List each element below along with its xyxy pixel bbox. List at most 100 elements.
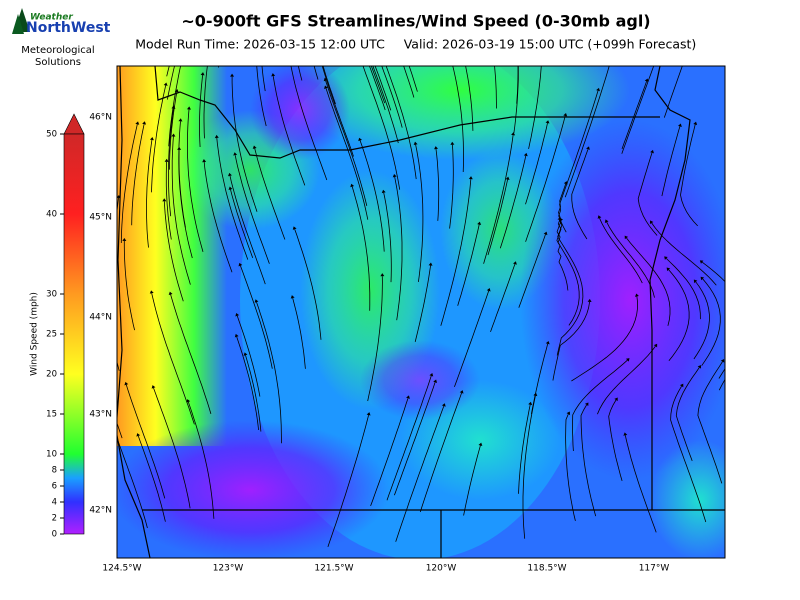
- colorbar-tick-label: 20: [46, 370, 57, 380]
- streamline-arrow: [433, 379, 438, 383]
- streamline: [403, 66, 415, 98]
- streamline: [256, 66, 267, 127]
- streamline-arrow: [358, 137, 363, 142]
- streamline-arrow: [392, 173, 397, 178]
- streamline: [374, 66, 392, 111]
- logo-org: Solutions: [35, 57, 81, 68]
- colorbar-tick-label: 8: [52, 466, 57, 476]
- streamline: [518, 404, 531, 494]
- streamline: [490, 263, 516, 333]
- streamline: [531, 343, 549, 414]
- streamline-arrow: [625, 358, 630, 362]
- streamline: [419, 392, 462, 513]
- streamline-arrow: [135, 121, 140, 125]
- lat-label: 46°N: [89, 113, 112, 123]
- streamline: [123, 240, 135, 331]
- streamline: [290, 66, 328, 181]
- streamline: [163, 201, 184, 302]
- streamline-arrow: [623, 432, 628, 436]
- lon-label: 117°W: [639, 564, 670, 574]
- streamline-arrow: [142, 121, 147, 125]
- streamline: [261, 66, 266, 92]
- streamline-arrow: [596, 87, 600, 92]
- streamline: [165, 161, 172, 240]
- streamline: [663, 66, 683, 118]
- streamline: [463, 445, 481, 516]
- streamline-arrow: [523, 152, 528, 157]
- streamline: [168, 66, 182, 147]
- streamline-arrow: [696, 19, 700, 23]
- streamline: [322, 66, 336, 105]
- streamline: [351, 186, 371, 311]
- streamline: [487, 179, 508, 256]
- streamline: [675, 367, 700, 462]
- streamline-arrow: [429, 373, 434, 377]
- streamline-arrow: [644, 78, 649, 83]
- streamline-arrow: [290, 295, 295, 299]
- streamline: [187, 401, 215, 519]
- streamline-arrow: [252, 145, 257, 149]
- streamline-arrow: [699, 260, 704, 264]
- streamline-arrow: [383, 61, 387, 65]
- streamline-arrow: [162, 198, 167, 202]
- valid-time: Valid: 2026-03-19 15:00 UTC (+099h Forec…: [404, 37, 697, 52]
- streamline-arrow: [381, 189, 386, 194]
- lat-label: 42°N: [89, 506, 112, 516]
- streamline-arrow: [174, 89, 179, 93]
- streamline: [452, 66, 464, 173]
- logo: Weather NorthWest Meteorological Solutio…: [12, 8, 111, 68]
- streamline-arrow: [611, 52, 615, 55]
- streamline: [325, 88, 369, 220]
- logo-brand: NorthWest: [26, 20, 111, 36]
- streamline-arrow: [459, 390, 464, 394]
- lat-label: 43°N: [89, 410, 112, 420]
- colorbar-tick-label: 6: [52, 482, 57, 492]
- streamline: [525, 115, 566, 242]
- lon-label: 118.5°W: [527, 564, 566, 574]
- streamline: [651, 222, 717, 286]
- streamline-arrow: [292, 226, 297, 230]
- streamline: [203, 161, 233, 273]
- streamline-arrow: [406, 395, 410, 399]
- streamline: [606, 221, 655, 298]
- streamline: [369, 66, 386, 111]
- streamline-arrow: [254, 299, 259, 303]
- streamline: [668, 269, 690, 362]
- streamline-arrow: [228, 172, 232, 177]
- streamline: [608, 399, 623, 482]
- streamline: [370, 66, 386, 104]
- colorbar-label: Wind Speed (mph): [30, 292, 40, 376]
- streamline: [621, 81, 647, 150]
- streamline-arrow: [301, 6, 305, 9]
- streamline: [599, 217, 643, 284]
- streamline-arrow: [238, 262, 243, 267]
- streamline: [256, 301, 282, 444]
- streamline-arrow: [650, 149, 654, 154]
- streamline: [327, 414, 369, 548]
- streamline-arrow: [214, 134, 219, 139]
- streamline-arrow: [448, 5, 452, 8]
- colorbar-tick-label: 15: [46, 410, 57, 420]
- streamline: [151, 85, 167, 193]
- streamline: [565, 413, 576, 521]
- streamline-arrow: [164, 158, 169, 162]
- streamline: [449, 144, 454, 229]
- streamline-arrow: [200, 72, 205, 76]
- streamline-arrow: [233, 152, 238, 156]
- streamline-arrow: [230, 73, 235, 77]
- streamline: [637, 152, 658, 236]
- streamline: [580, 404, 597, 517]
- streamline: [229, 175, 266, 285]
- logo-text: Weather: [30, 13, 73, 23]
- streamline: [597, 346, 656, 415]
- streamline-arrow: [634, 293, 639, 297]
- colorbar-tick-label: 50: [46, 130, 57, 140]
- streamline-arrow: [597, 215, 602, 219]
- streamline-arrow: [693, 121, 698, 126]
- streamline: [518, 234, 546, 308]
- streamline-arrow: [697, 365, 702, 369]
- streamline: [170, 294, 212, 415]
- streamline: [701, 278, 721, 366]
- streamline: [151, 293, 195, 425]
- streamline: [440, 179, 472, 326]
